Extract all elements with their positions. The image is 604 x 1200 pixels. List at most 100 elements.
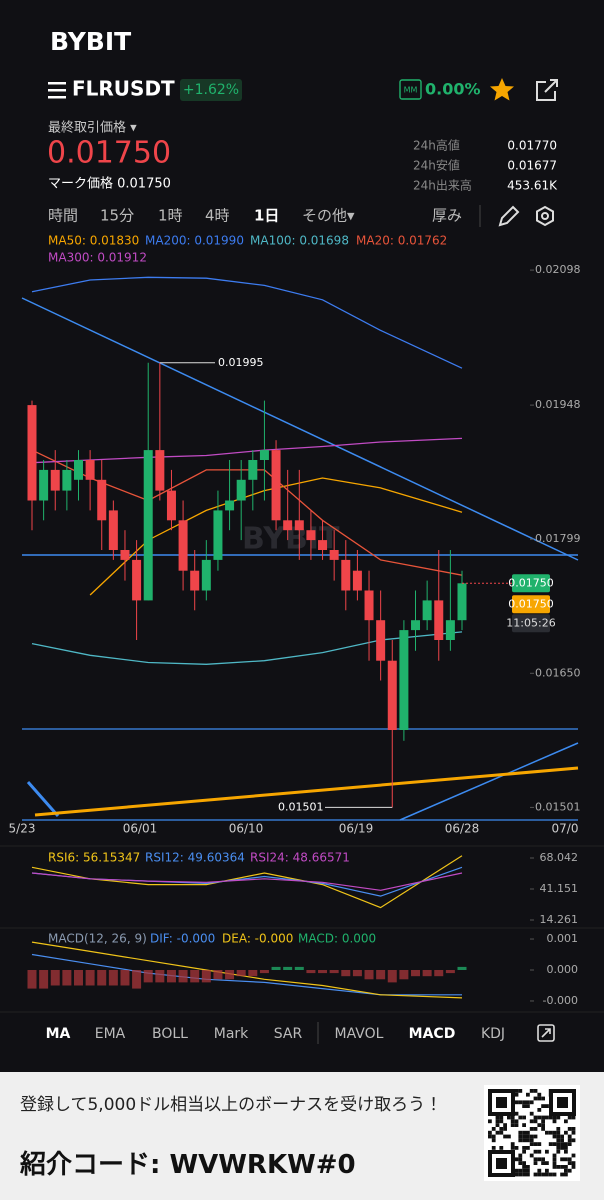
qr-cell [533,1157,538,1162]
qr-cell [537,1092,542,1097]
menu-icon[interactable] [48,82,66,99]
qr-cell [537,1157,542,1162]
mark-price: マーク価格 0.01750 [48,176,171,192]
timeframe-tab[interactable]: 1日 [254,207,279,225]
macd-bar [132,970,142,989]
mark-price-tag-label: 0.01750 [508,597,554,610]
qr-cell [518,1172,523,1177]
indicator-tab[interactable]: Mark [214,1026,249,1042]
y-tick-label: 0.001 [547,932,579,945]
qr-cell [545,1161,549,1165]
indicator-tab[interactable]: MAVOL [335,1026,384,1042]
y-tick-label: 0.01650 [535,666,581,679]
candle-body [27,405,37,501]
macd-line [31,941,463,999]
last-price: 0.01750 [47,136,171,171]
qr-cell [548,1115,553,1120]
rsi-line [31,872,463,891]
qr-cell [552,1161,557,1165]
qr-cell [526,1138,530,1143]
timeframe-tab[interactable]: 4時 [205,207,230,225]
settings-icon[interactable] [536,205,554,227]
qr-cell [533,1172,538,1177]
candle-body [155,450,165,491]
qr-cell [548,1172,553,1177]
ma-legend: MA300: 0.01912 [48,251,147,265]
qr-cell [560,1157,564,1162]
indicator-tab[interactable]: MACD [409,1026,456,1042]
rsi-legend: RSI12: 49.60364 [145,851,245,865]
favorite-star[interactable] [490,78,514,101]
symbol[interactable]: FLRUSDT [72,77,175,101]
qr-cell [522,1134,526,1139]
qr-cell [503,1134,507,1139]
indicator-tab[interactable]: KDJ [481,1026,505,1042]
indicator-tab[interactable]: MA [46,1026,71,1042]
macd-bar [201,970,211,983]
share-icon[interactable] [536,79,558,101]
macd-bar [271,966,281,970]
qr-cell [552,1172,557,1177]
rsi-legend: RSI24: 48.66571 [250,851,350,865]
qr-cell [548,1142,553,1146]
qr-cell [518,1161,523,1165]
qr-cell [552,1130,557,1135]
qr-cell [556,1138,561,1143]
indicator-tab[interactable]: SAR [274,1026,303,1042]
candle-body [108,510,118,550]
qr-cell [560,1165,564,1169]
qr-cell [567,1157,572,1162]
qr-cell [556,1165,561,1169]
x-tick-label: 06/10 [229,822,264,836]
timeframe-tab[interactable]: 時間 [48,207,78,225]
qr-cell [552,1142,557,1146]
fullscreen-icon[interactable] [537,1024,555,1042]
timeframe-tab[interactable]: 15分 [100,207,134,225]
qr-cell [518,1157,523,1162]
price-label[interactable]: 最終取引価格 ▾ [48,120,137,136]
timeframe-tab[interactable]: 1時 [158,207,183,225]
qr-cell [510,1119,515,1124]
qr-cell [541,1096,545,1101]
qr-cell [564,1146,568,1150]
qr-cell [507,1134,511,1139]
macd-bar [399,970,409,980]
qr-cell [557,1097,568,1108]
low-label: 0.01501 [278,800,324,813]
macd-bar [27,970,37,989]
y-tick-label: 0.000 [547,963,579,976]
qr-cell [552,1134,557,1139]
qr-cell [545,1149,549,1154]
timeframe-tab[interactable]: 厚み [432,207,462,225]
qr-cell [560,1172,564,1177]
timeframe-tab[interactable]: その他▾ [302,207,355,225]
indicator-tab[interactable]: BOLL [152,1026,188,1042]
macd-bar [352,970,362,977]
qr-cell [533,1115,538,1120]
qr-cell [510,1142,515,1146]
candle-body [248,460,258,480]
qr-cell [545,1172,549,1177]
qr-cell [560,1142,564,1146]
indicator-tab[interactable]: EMA [95,1026,126,1042]
pencil-icon[interactable] [498,205,520,227]
macd-bar [306,970,316,974]
qr-cell [499,1115,504,1120]
candle-body [225,500,235,511]
qr-cell [499,1130,504,1135]
candle-body [143,450,153,601]
qr-cell [541,1172,545,1177]
qr-cell [522,1146,526,1150]
candle-body [422,600,432,621]
qr-cell [564,1172,568,1177]
qr-cell [499,1127,504,1131]
qr-cell [514,1146,519,1150]
mark-price-tag [512,595,550,614]
qr-cell [518,1168,523,1173]
macd-bar [411,970,421,977]
qr-cell [533,1127,538,1131]
high-label: 0.01995 [218,356,264,369]
macd-bar [376,970,386,980]
qr-cell [526,1104,530,1108]
ma-line [31,437,463,464]
